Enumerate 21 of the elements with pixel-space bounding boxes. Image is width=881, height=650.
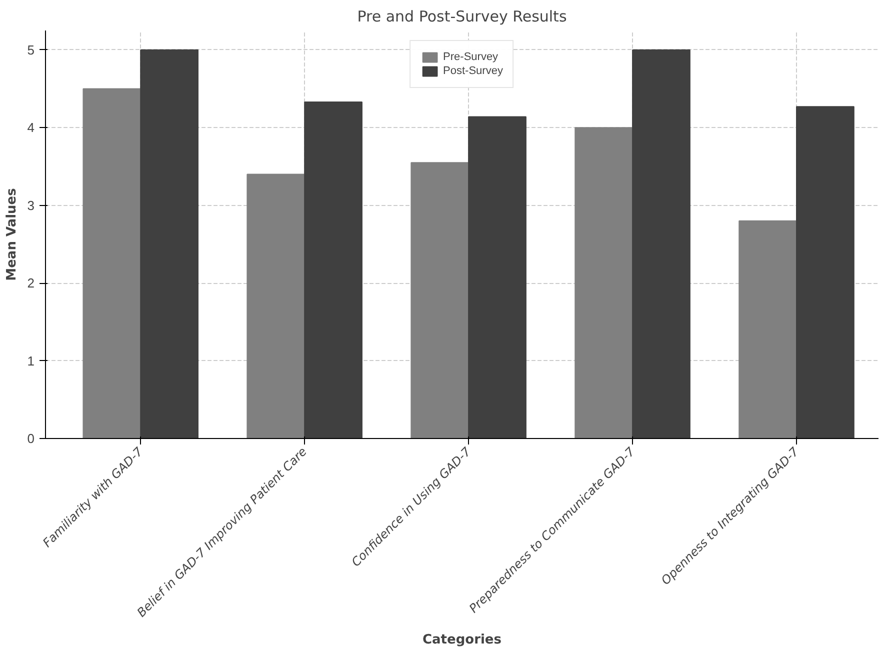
y-tick-label: 3 bbox=[27, 198, 35, 213]
bar bbox=[796, 106, 854, 438]
y-tick-label: 4 bbox=[27, 120, 35, 136]
legend-label: Post-Survey bbox=[443, 65, 503, 77]
chart-title: Pre and Post-Survey Results bbox=[357, 8, 567, 26]
bar bbox=[574, 127, 634, 438]
bar bbox=[246, 174, 306, 438]
bar bbox=[468, 116, 526, 438]
bar bbox=[304, 101, 362, 438]
x-axis-title: Categories bbox=[422, 632, 502, 648]
y-tick-label: 2 bbox=[27, 276, 35, 291]
bar bbox=[738, 220, 798, 438]
y-axis-title: Mean Values bbox=[4, 188, 20, 281]
bar bbox=[632, 49, 690, 438]
y-tick-label: 1 bbox=[27, 353, 35, 368]
legend-label: Pre-Survey bbox=[443, 51, 498, 63]
y-tick-label: 0 bbox=[27, 431, 35, 446]
y-tick-label: 5 bbox=[27, 42, 35, 58]
bar bbox=[140, 49, 198, 438]
bar bbox=[410, 162, 470, 438]
bar bbox=[82, 88, 142, 438]
